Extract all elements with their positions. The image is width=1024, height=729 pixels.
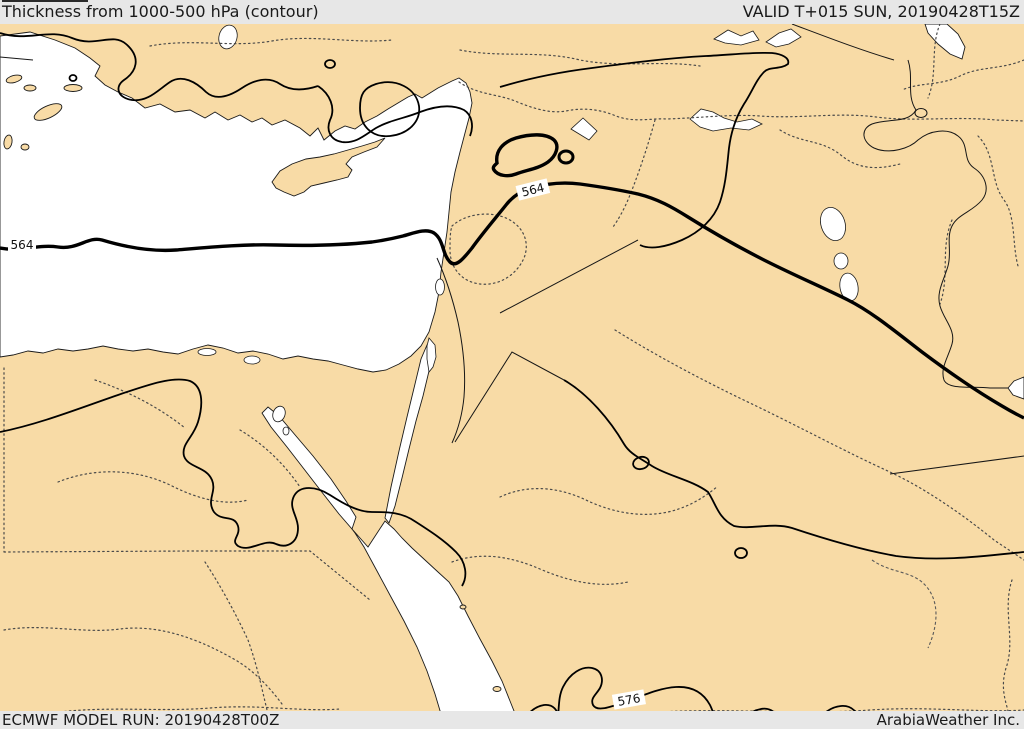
delta-lagoon	[197, 348, 217, 356]
map-canvas: 564 564 576	[0, 24, 1024, 711]
delta-lagoon	[243, 355, 261, 365]
valid-time-label: VALID T+015 SUN, 20190428T15Z	[742, 2, 1020, 21]
lakes	[218, 24, 859, 436]
thickness-map-svg: 564 564 576	[0, 24, 1024, 711]
header-bar: Thickness from 1000-500 hPa (contour) VA…	[0, 0, 1024, 24]
contour-value: 564	[520, 180, 546, 199]
aegean-islands	[3, 74, 83, 151]
solid-borders	[0, 24, 1024, 475]
red-sea-island	[459, 604, 467, 610]
mediterranean-sea	[0, 31, 473, 373]
branding-label: ArabiaWeather Inc.	[876, 710, 1020, 729]
footer-bar: ECMWF MODEL RUN: 20190428T00Z ArabiaWeat…	[0, 711, 1024, 729]
contour-label-564-west: 564	[8, 238, 36, 252]
persian-gulf	[1007, 376, 1024, 400]
caspian-sea	[924, 24, 966, 60]
contour-label-564-main: 564	[515, 178, 551, 201]
model-run-label: ECMWF MODEL RUN: 20190428T00Z	[2, 710, 280, 729]
red-sea	[351, 520, 515, 711]
contour-value: 576	[617, 691, 642, 709]
contour-label-576: 576	[611, 689, 646, 710]
red-sea-island	[492, 686, 502, 692]
contour-value: 564	[11, 238, 34, 252]
contour-line-564-thick	[0, 133, 1024, 420]
dotted-borders	[3, 24, 1024, 711]
cyprus-island	[271, 137, 386, 197]
title-underline-artifact	[2, 0, 88, 2]
map-title: Thickness from 1000-500 hPa (contour)	[2, 2, 319, 21]
contour-lines-medium	[0, 32, 1024, 711]
gulf-of-aqaba	[384, 344, 435, 524]
